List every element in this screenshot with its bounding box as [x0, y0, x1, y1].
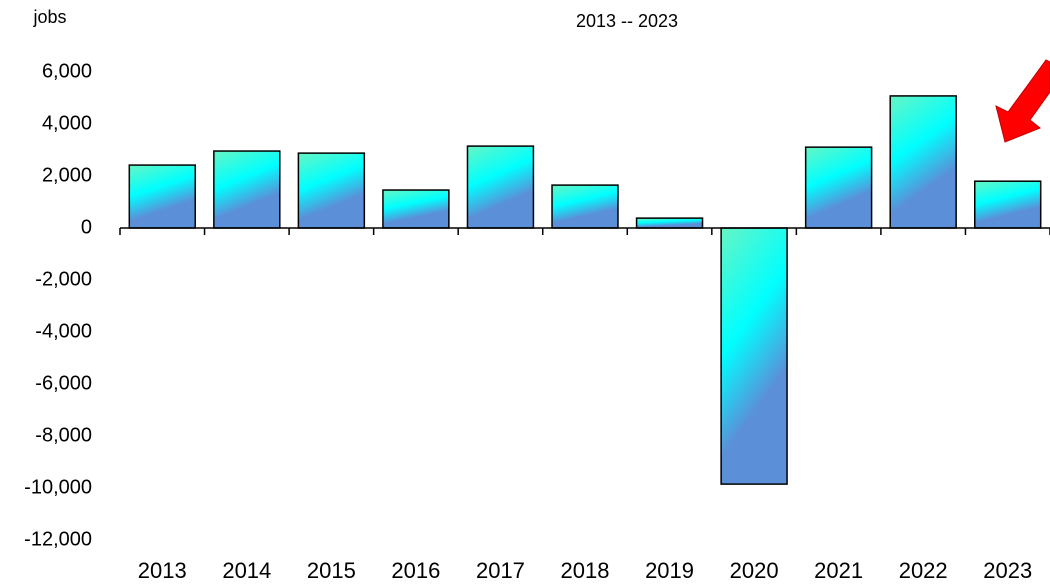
- y-tick-label: 0: [81, 216, 92, 238]
- x-tick-label: 2020: [730, 558, 779, 583]
- highlight-arrow: [995, 59, 1050, 143]
- bar: [297, 152, 366, 229]
- bar: [635, 217, 704, 229]
- plot-area: 6,000 4,000 2,000 0 -2,000 -4,000 -6,000 -8,000…: [24, 60, 1050, 583]
- x-tick-label: 2014: [222, 558, 271, 583]
- y-tick-label: -12,000: [24, 528, 92, 550]
- bar: [382, 189, 450, 229]
- bar: [720, 227, 788, 485]
- x-tick-label: 2018: [561, 558, 610, 583]
- bar: [213, 150, 281, 229]
- y-tick-label: 6,000: [42, 60, 92, 82]
- y-tick-label: 2,000: [42, 164, 92, 186]
- y-axis-label: jobs: [32, 7, 66, 27]
- bar: [889, 95, 957, 229]
- bar: [466, 145, 535, 229]
- x-tick-label: 2013: [138, 558, 187, 583]
- x-tick-label: 2017: [476, 558, 525, 583]
- bar: [551, 184, 619, 229]
- y-tick-label: -4,000: [35, 320, 92, 342]
- x-tick-label: 2016: [391, 558, 440, 583]
- x-tick-label: 2015: [307, 558, 356, 583]
- x-tick-label: 2019: [645, 558, 694, 583]
- y-tick-label: -8,000: [35, 424, 92, 446]
- x-tick-label: 2023: [983, 558, 1032, 583]
- x-tick-label: 2022: [899, 558, 948, 583]
- bar: [974, 180, 1042, 229]
- bar: [128, 164, 196, 229]
- y-tick-label: 4,000: [42, 112, 92, 134]
- bar: [804, 146, 873, 229]
- x-tick-label: 2021: [814, 558, 863, 583]
- chart-title: 2013 -- 2023: [576, 11, 678, 31]
- y-tick-label: -6,000: [35, 372, 92, 394]
- y-tick-label: -10,000: [24, 476, 92, 498]
- y-tick-label: -2,000: [35, 268, 92, 290]
